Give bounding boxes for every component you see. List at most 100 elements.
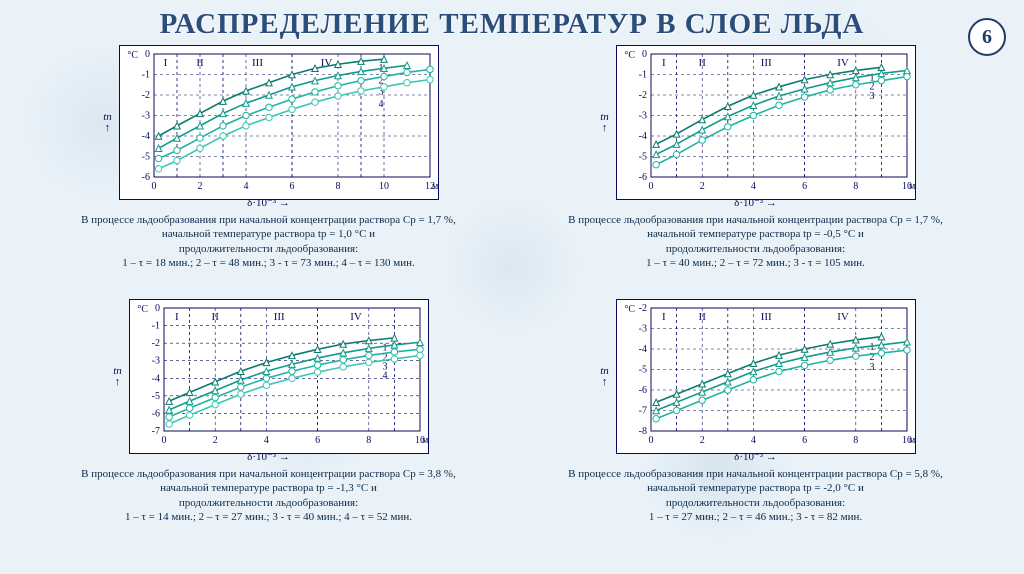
svg-text:4: 4 <box>378 99 383 110</box>
svg-text:I: I <box>661 57 665 69</box>
y-axis-annotation: tп↑ <box>109 365 127 388</box>
svg-text:4: 4 <box>263 435 268 446</box>
page-number-badge: 6 <box>968 18 1006 56</box>
svg-text:м: м <box>909 435 916 446</box>
svg-text:8: 8 <box>853 435 858 446</box>
svg-text:4: 4 <box>382 370 387 381</box>
svg-text:2: 2 <box>212 435 217 446</box>
svg-text:6: 6 <box>289 181 294 192</box>
svg-text:8: 8 <box>335 181 340 192</box>
svg-text:-3: -3 <box>638 324 646 335</box>
svg-text:-3: -3 <box>638 111 646 122</box>
chart-box-0: 024681012-6-5-4-3-2-10IIIIIIIV1234°Cм <box>119 45 439 200</box>
svg-text:3: 3 <box>869 91 874 102</box>
caption-3: В процессе льдообразования при начальной… <box>568 467 943 524</box>
svg-text:I: I <box>163 57 167 69</box>
svg-text:-1: -1 <box>151 321 159 332</box>
caption-0: В процессе льдообразования при начальной… <box>81 213 456 270</box>
svg-text:IV: IV <box>837 57 849 69</box>
svg-text:0: 0 <box>642 49 647 60</box>
svg-text:-1: -1 <box>141 70 149 81</box>
svg-text:-4: -4 <box>638 131 646 142</box>
page-title: РАСПРЕДЕЛЕНИЕ ТЕМПЕРАТУР В СЛОЕ ЛЬДА <box>0 8 1024 41</box>
caption-2: В процессе льдообразования при начальной… <box>81 467 456 524</box>
svg-text:-7: -7 <box>151 426 159 437</box>
svg-text:-7: -7 <box>638 406 646 417</box>
svg-text:II: II <box>211 311 219 323</box>
svg-text:-3: -3 <box>141 111 149 122</box>
chart-box-1: 0246810-6-5-4-3-2-10IIIIIIIV123°Cм <box>616 45 916 200</box>
svg-text:II: II <box>698 57 706 69</box>
svg-text:-6: -6 <box>638 172 646 183</box>
svg-text:II: II <box>196 57 204 69</box>
svg-text:-1: -1 <box>638 70 646 81</box>
svg-text:м: м <box>422 435 429 446</box>
svg-text:I: I <box>174 311 178 323</box>
svg-text:0: 0 <box>161 435 166 446</box>
svg-text:2: 2 <box>699 181 704 192</box>
svg-text:0: 0 <box>648 435 653 446</box>
svg-text:-4: -4 <box>141 131 149 142</box>
svg-text:°C: °C <box>624 304 635 315</box>
svg-text:-2: -2 <box>638 90 646 101</box>
svg-text:-8: -8 <box>638 426 646 437</box>
svg-text:IV: IV <box>350 311 362 323</box>
svg-text:III: III <box>760 311 771 323</box>
svg-text:°C: °C <box>137 304 148 315</box>
panel-1: tп↑0246810-6-5-4-3-2-10IIIIIIIV123°Cмδ·1… <box>517 45 994 295</box>
svg-text:4: 4 <box>750 181 755 192</box>
svg-text:6: 6 <box>802 181 807 192</box>
y-axis-annotation: tп↑ <box>596 111 614 134</box>
svg-text:0: 0 <box>155 303 160 314</box>
panel-2: tп↑0246810-7-6-5-4-3-2-10IIIIIIIV1234°Cм… <box>30 299 507 549</box>
svg-text:0: 0 <box>648 181 653 192</box>
chart-0: 024681012-6-5-4-3-2-10IIIIIIIV1234°Cм <box>120 46 440 201</box>
svg-text:III: III <box>252 57 263 69</box>
svg-text:III: III <box>760 57 771 69</box>
svg-text:-6: -6 <box>638 385 646 396</box>
charts-grid: tп↑024681012-6-5-4-3-2-10IIIIIIIV1234°Cм… <box>0 45 1024 555</box>
y-axis-annotation: tп↑ <box>596 365 614 388</box>
svg-text:м: м <box>432 181 439 192</box>
svg-text:м: м <box>909 181 916 192</box>
y-axis-annotation: tп↑ <box>99 111 117 134</box>
svg-text:°C: °C <box>624 50 635 61</box>
svg-text:2: 2 <box>699 435 704 446</box>
svg-text:I: I <box>661 311 665 323</box>
svg-text:°C: °C <box>127 50 138 61</box>
svg-text:III: III <box>273 311 284 323</box>
svg-text:II: II <box>698 311 706 323</box>
svg-text:-5: -5 <box>141 152 149 163</box>
svg-text:-4: -4 <box>151 373 159 384</box>
svg-text:-2: -2 <box>638 303 646 314</box>
svg-text:0: 0 <box>145 49 150 60</box>
svg-text:2: 2 <box>197 181 202 192</box>
chart-3: 0246810-8-7-6-5-4-3-2IIIIIIIV123°Cм <box>617 300 917 455</box>
svg-text:-2: -2 <box>151 338 159 349</box>
svg-text:-6: -6 <box>141 172 149 183</box>
panel-3: tп↑0246810-8-7-6-5-4-3-2IIIIIIIV123°Cмδ·… <box>517 299 994 549</box>
svg-text:3: 3 <box>869 362 874 373</box>
svg-text:8: 8 <box>853 181 858 192</box>
caption-1: В процессе льдообразования при начальной… <box>568 213 943 270</box>
svg-text:-5: -5 <box>151 391 159 402</box>
panel-0: tп↑024681012-6-5-4-3-2-10IIIIIIIV1234°Cм… <box>30 45 507 295</box>
svg-text:0: 0 <box>151 181 156 192</box>
svg-text:-3: -3 <box>151 356 159 367</box>
svg-text:4: 4 <box>750 435 755 446</box>
chart-2: 0246810-7-6-5-4-3-2-10IIIIIIIV1234°Cм <box>130 300 430 455</box>
chart-box-3: 0246810-8-7-6-5-4-3-2IIIIIIIV123°Cм <box>616 299 916 454</box>
svg-text:-6: -6 <box>151 408 159 419</box>
svg-text:-5: -5 <box>638 152 646 163</box>
svg-text:10: 10 <box>379 181 389 192</box>
svg-text:IV: IV <box>837 311 849 323</box>
svg-text:-2: -2 <box>141 90 149 101</box>
svg-text:4: 4 <box>243 181 248 192</box>
svg-text:-4: -4 <box>638 344 646 355</box>
svg-text:6: 6 <box>802 435 807 446</box>
svg-text:-5: -5 <box>638 365 646 376</box>
svg-text:8: 8 <box>366 435 371 446</box>
chart-1: 0246810-6-5-4-3-2-10IIIIIIIV123°Cм <box>617 46 917 201</box>
svg-text:6: 6 <box>315 435 320 446</box>
chart-box-2: 0246810-7-6-5-4-3-2-10IIIIIIIV1234°Cм <box>129 299 429 454</box>
